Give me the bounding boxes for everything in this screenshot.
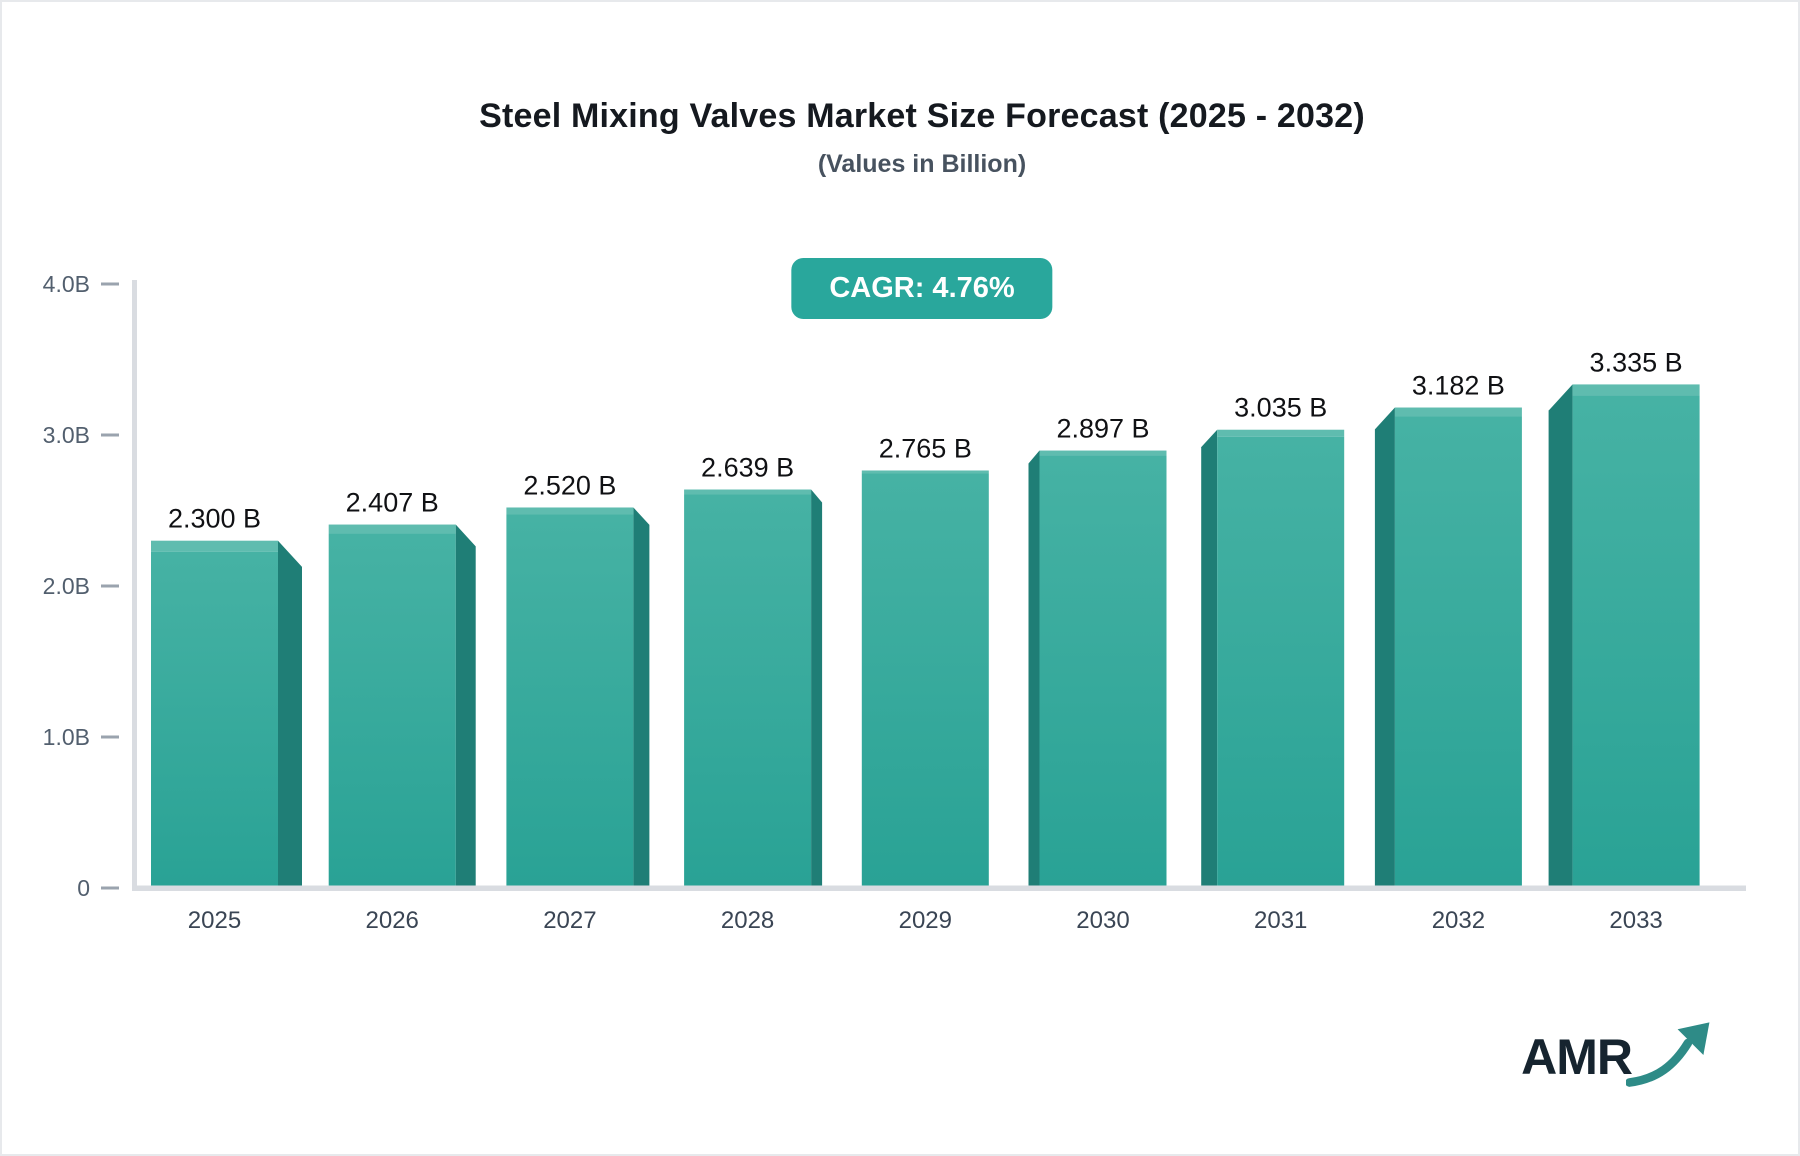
bar-side-face: [1201, 429, 1218, 888]
bar-value-label: 3.035 B: [1234, 393, 1327, 423]
bar-front-face: [1039, 455, 1167, 888]
bar-top-face: [1217, 429, 1345, 437]
bar-value-label: 2.897 B: [1056, 414, 1149, 444]
bar-2026: 2.407 B 2026: [328, 488, 476, 934]
y-tick-label: 3.0B: [43, 422, 90, 448]
bar-value-label: 3.182 B: [1412, 371, 1505, 401]
bar-front-face: [151, 551, 278, 888]
bar-2032: 3.182 B 2032: [1374, 371, 1522, 934]
bar-value-label: 2.520 B: [523, 470, 616, 500]
bar-front-face: [684, 494, 812, 888]
x-axis-label: 2025: [188, 907, 241, 934]
bar-front-face: [506, 514, 634, 888]
y-tick-label: 4.0B: [43, 271, 90, 297]
bar-value-label: 2.300 B: [168, 504, 261, 534]
y-tick-label: 1.0B: [43, 724, 90, 750]
bar-2030: 2.897 B 2030: [1028, 414, 1167, 934]
x-axis-label: 2027: [543, 907, 596, 934]
bar-side-face: [455, 524, 476, 888]
bar-2031: 3.035 B 2031: [1201, 393, 1345, 934]
bar-value-label: 2.639 B: [701, 453, 794, 483]
y-tick-dash: [101, 433, 119, 437]
y-tick-label: 0: [77, 875, 90, 901]
x-axis-line: [132, 885, 1746, 891]
bar-front-face: [1217, 436, 1345, 888]
y-tick-label: 2.0B: [43, 573, 90, 599]
x-axis-label: 2032: [1432, 907, 1485, 934]
chart-subtitle: (Values in Billion): [817, 150, 1027, 178]
bar-top-face: [328, 524, 456, 534]
y-tick-dash: [101, 584, 119, 588]
bar-front-face: [1394, 416, 1522, 888]
chart-title: Steel Mixing Valves Market Size Forecast…: [479, 97, 1365, 135]
bar-2025: 2.300 B 2025: [151, 504, 302, 934]
bar-top-face: [684, 489, 812, 495]
bar-top-face: [1039, 450, 1167, 456]
bar-top-face: [1394, 407, 1522, 417]
bar-value-label: 2.407 B: [346, 488, 439, 518]
cagr-badge: CAGR: 4.76%: [791, 258, 1053, 319]
bar-top-face: [506, 507, 634, 515]
bar-2029: 2.765 B 2029: [861, 433, 989, 934]
bar-top-face: [861, 470, 989, 474]
chart-header: Steel Mixing Valves Market Size Forecast…: [37, 2, 1798, 319]
bar-value-label: 2.765 B: [879, 433, 972, 463]
bar-side-face: [278, 540, 302, 888]
bar-side-face: [1028, 450, 1040, 888]
bar-front-face: [1572, 395, 1700, 888]
bar-side-face: [1548, 384, 1573, 888]
x-axis-label: 2033: [1609, 907, 1662, 934]
x-axis-label: 2029: [899, 907, 952, 934]
trend-up-arrow-icon: [1626, 1022, 1710, 1087]
y-tick-dash: [101, 886, 119, 890]
bar-value-label: 3.335 B: [1590, 347, 1683, 377]
bar-side-face: [1374, 407, 1395, 888]
y-tick-dash: [101, 735, 119, 739]
bar-2027: 2.520 B 2027: [506, 470, 650, 934]
amr-logo-text: AMR: [1521, 1029, 1633, 1085]
bar-front-face: [861, 473, 989, 888]
bar-front-face: [328, 533, 456, 888]
amr-logo: AMR: [1521, 1022, 1712, 1090]
x-axis-label: 2030: [1076, 907, 1129, 934]
y-axis-line: [132, 280, 137, 891]
x-axis-label: 2028: [721, 907, 774, 934]
bar-2033: 3.335 B 2033: [1548, 347, 1700, 934]
y-tick-dash: [101, 282, 119, 286]
x-axis-label: 2031: [1254, 907, 1307, 934]
x-axis-label: 2026: [366, 907, 419, 934]
bar-2028: 2.639 B 2028: [684, 453, 823, 934]
bar-top-face: [1572, 384, 1700, 396]
bar-side-face: [811, 489, 823, 888]
bar-top-face: [151, 540, 278, 552]
bar-side-face: [633, 507, 650, 888]
